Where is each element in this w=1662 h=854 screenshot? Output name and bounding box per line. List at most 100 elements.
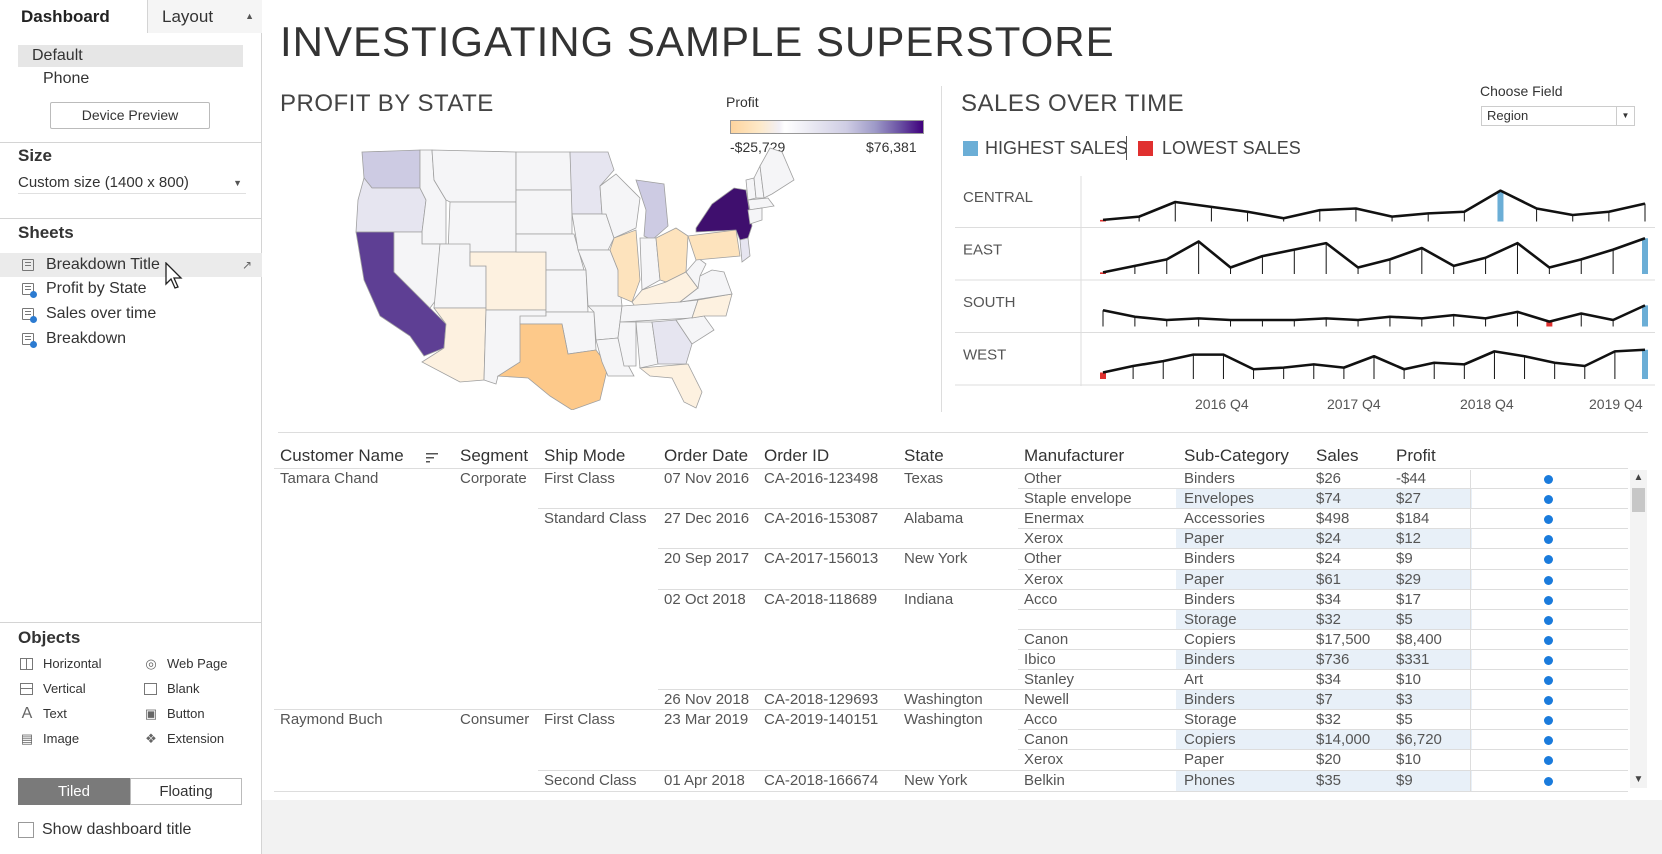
lowest-sales-bar[interactable] (1100, 219, 1106, 222)
object-button[interactable]: ▣ Button (142, 704, 205, 724)
state-mt[interactable] (431, 149, 517, 203)
object-web-page[interactable]: ◎ Web Page (142, 654, 227, 674)
column-header[interactable]: Manufacturer (1024, 446, 1125, 465)
state-ms[interactable] (617, 321, 637, 367)
tiled-toggle[interactable]: Tiled (18, 778, 130, 805)
highest-sales-bar[interactable] (1497, 190, 1504, 222)
floating-toggle[interactable]: Floating (130, 778, 242, 805)
row-mark[interactable] (1544, 635, 1553, 645)
state-il[interactable] (609, 229, 641, 303)
sales-line[interactable] (1102, 348, 1646, 374)
tab-layout[interactable]: Layout ▲ (147, 0, 262, 33)
device-preview-button[interactable]: Device Preview (50, 102, 210, 129)
state-fl[interactable] (638, 363, 703, 409)
column-header[interactable]: State (904, 446, 944, 465)
state-ia[interactable] (571, 213, 615, 251)
row-mark[interactable] (1544, 716, 1553, 726)
cell-mfr: Stanley (1024, 671, 1075, 688)
lowest-sales-bar[interactable] (1546, 321, 1553, 327)
sales-line[interactable] (1102, 304, 1646, 323)
row-mark[interactable] (1544, 676, 1553, 685)
cell-sub: Art (1184, 671, 1204, 688)
device-phone[interactable]: Phone (43, 70, 90, 87)
state-nj[interactable] (739, 237, 751, 263)
column-header[interactable]: Order ID (764, 446, 830, 465)
sales-line[interactable] (1102, 237, 1646, 274)
object-extension[interactable]: ❖ Extension (142, 729, 224, 749)
row-mark[interactable] (1544, 696, 1553, 706)
divider (0, 218, 262, 219)
row-mark[interactable] (1544, 495, 1553, 505)
state-sd[interactable] (515, 189, 573, 235)
column-header[interactable]: Ship Mode (544, 446, 626, 465)
state-ma[interactable] (747, 197, 775, 211)
row-mark[interactable] (1544, 776, 1553, 786)
profit-by-state-map[interactable] (350, 140, 850, 410)
tab-dashboard[interactable]: Dashboard (0, 0, 147, 33)
object-image[interactable]: ▤ Image (18, 729, 79, 749)
sheet-item-profit-by-state[interactable]: Profit by State (0, 277, 262, 301)
series-label: EAST (963, 242, 1002, 259)
state-pa[interactable] (687, 229, 741, 261)
object-blank[interactable]: Blank (142, 679, 200, 699)
row-mark[interactable] (1544, 555, 1553, 565)
sheet-item-breakdown[interactable]: Breakdown (0, 327, 262, 351)
lowest-sales-bar[interactable] (1100, 272, 1106, 274)
state-ga[interactable] (651, 319, 693, 365)
row-mark[interactable] (1544, 615, 1553, 625)
object-horizontal[interactable]: Horizontal (18, 654, 102, 674)
table-scrollbar[interactable]: ▲ ▼ (1630, 470, 1647, 788)
sheet-item-breakdown-title[interactable]: Breakdown Title ↗ (0, 253, 262, 277)
lowest-sales-bar[interactable] (1100, 372, 1106, 380)
object-label: Blank (167, 681, 200, 696)
object-text[interactable]: A Text (18, 704, 67, 724)
column-header[interactable]: Customer Name (280, 446, 404, 465)
sort-icon[interactable] (426, 451, 438, 463)
state-mi[interactable] (635, 179, 669, 241)
row-mark[interactable] (1544, 655, 1553, 665)
cell-profit: $5 (1396, 711, 1413, 729)
choose-field-dropdown[interactable]: Region ▼ (1481, 106, 1635, 126)
show-dashboard-title-checkbox[interactable]: Show dashboard title (18, 820, 191, 840)
cell-id: CA-2017-156013 (764, 550, 879, 568)
column-header[interactable]: Profit (1396, 446, 1436, 465)
object-vertical[interactable]: Vertical (18, 679, 86, 699)
column-header[interactable]: Order Date (664, 446, 749, 465)
column-header[interactable]: Sales (1316, 446, 1359, 465)
scroll-thumb[interactable] (1632, 488, 1645, 512)
row-mark[interactable] (1544, 575, 1553, 585)
highest-sales-bar[interactable] (1642, 238, 1648, 274)
state-tx[interactable] (496, 323, 609, 410)
highest-sales-bar[interactable] (1642, 349, 1648, 379)
scroll-down-icon[interactable]: ▼ (1633, 774, 1644, 785)
row-mark[interactable] (1544, 515, 1553, 525)
state-me[interactable] (759, 147, 795, 199)
sales-line[interactable] (1102, 189, 1646, 222)
scroll-up-icon[interactable]: ▲ (1633, 472, 1644, 483)
cell-sales: $35 (1316, 771, 1342, 789)
state-ks[interactable] (545, 269, 589, 313)
state-wi[interactable] (599, 173, 641, 239)
state-nc[interactable] (691, 293, 733, 319)
column-header[interactable]: Segment (460, 446, 529, 465)
size-dropdown[interactable]: Custom size (1400 x 800) ▼ (18, 172, 246, 194)
sheet-item-sales-over-time[interactable]: Sales over time (0, 302, 262, 326)
column-header[interactable]: Sub-Category (1184, 446, 1289, 465)
state-ct[interactable] (747, 207, 763, 225)
state-nd[interactable] (515, 151, 573, 191)
go-to-sheet-icon[interactable]: ↗ (241, 258, 252, 272)
state-wa[interactable] (361, 149, 421, 189)
row-mark[interactable] (1544, 475, 1553, 484)
profit-color-legend[interactable] (730, 120, 924, 134)
sheet-label: Profit by State (46, 280, 147, 297)
row-mark[interactable] (1544, 535, 1553, 545)
row-mark[interactable] (1544, 736, 1553, 746)
row-band (1176, 529, 1472, 550)
cell-ship: First Class (544, 470, 615, 487)
object-label: Button (167, 706, 205, 721)
device-default[interactable]: Default (18, 45, 243, 67)
row-mark[interactable] (1544, 756, 1553, 766)
row-mark[interactable] (1544, 595, 1553, 605)
state-ny[interactable] (695, 187, 753, 241)
highest-sales-bar[interactable] (1642, 305, 1648, 327)
